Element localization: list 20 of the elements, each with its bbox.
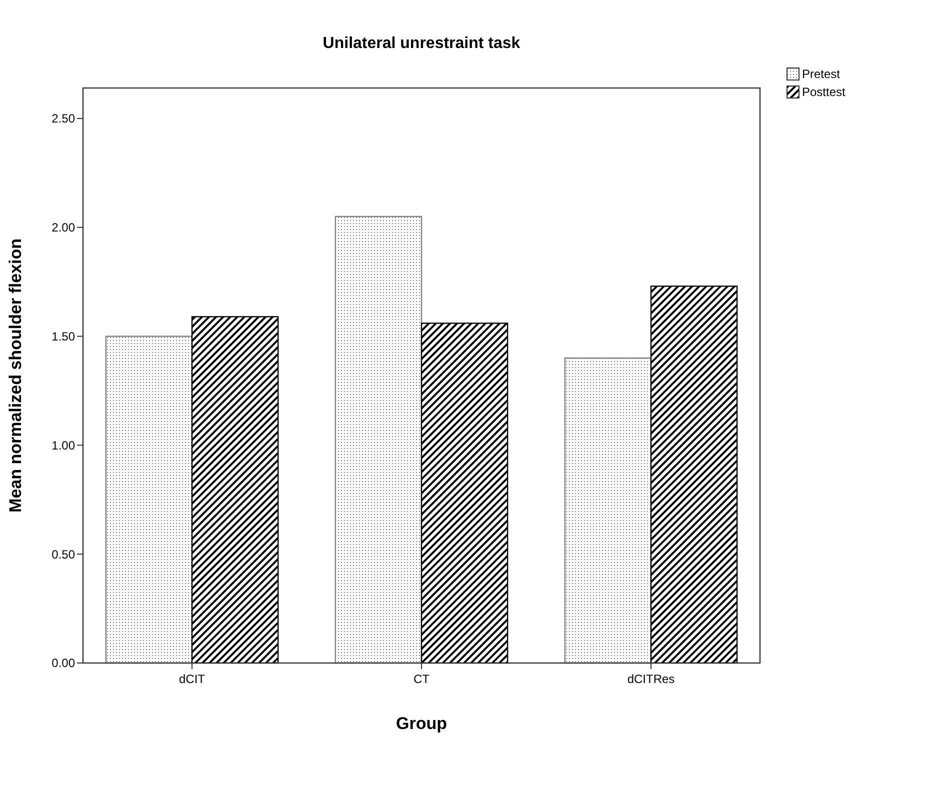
- bar: [650, 286, 738, 664]
- chart-title: Unilateral unrestraint task: [322, 35, 520, 52]
- y-tick-label: 1.00: [52, 438, 76, 452]
- y-axis-title: Mean normalized shoulder flexion: [6, 238, 25, 512]
- y-tick-label: 2.50: [52, 112, 76, 126]
- bar: [564, 357, 652, 664]
- x-tick-label: dCITRes: [627, 672, 675, 686]
- legend-label: Posttest: [802, 85, 846, 99]
- y-tick-label: 0.00: [52, 656, 76, 670]
- y-tick-label: 1.50: [52, 329, 76, 344]
- y-tick-label: 2.00: [52, 220, 76, 235]
- bar: [191, 316, 279, 664]
- x-tick-label: CT: [414, 672, 430, 686]
- y-tick-label: 0.50: [52, 547, 76, 562]
- legend-label: Pretest: [802, 67, 841, 81]
- bar: [105, 336, 193, 664]
- bar: [420, 322, 508, 664]
- x-tick-label: dCIT: [179, 672, 206, 686]
- x-axis-title: Group: [396, 714, 447, 733]
- bar: [334, 216, 422, 664]
